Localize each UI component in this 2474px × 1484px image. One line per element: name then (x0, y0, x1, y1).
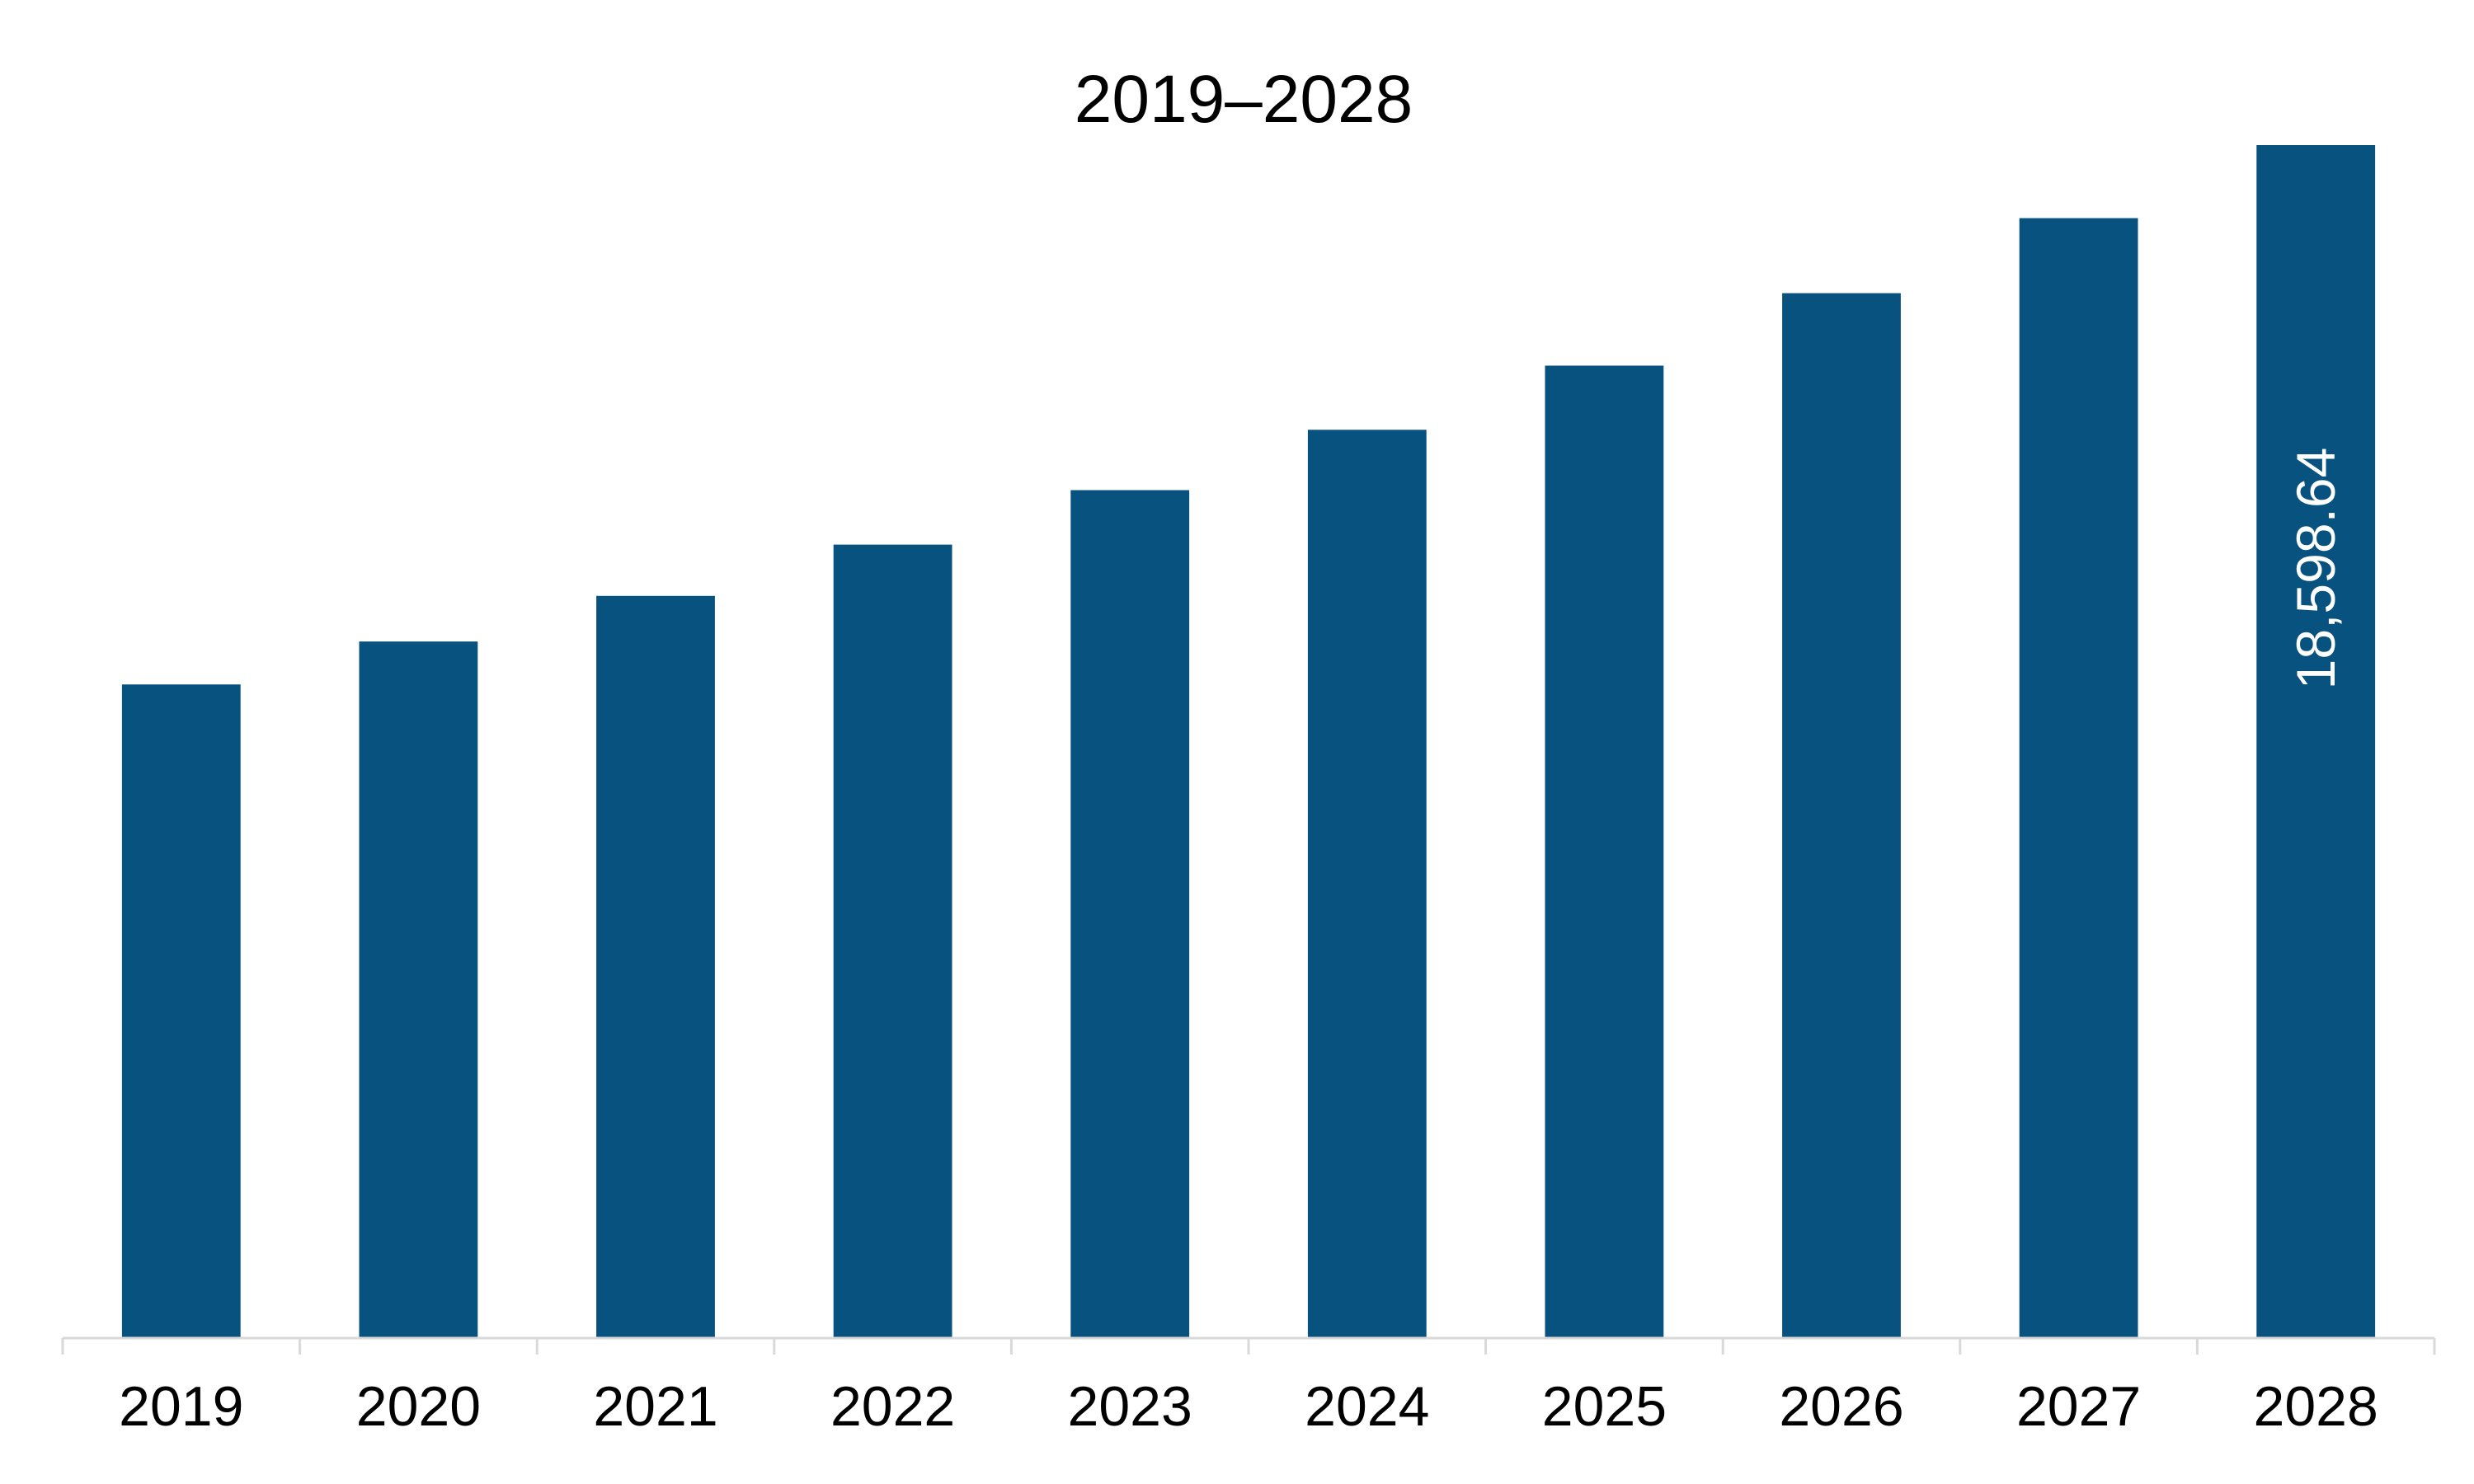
bar-2023 (1070, 490, 1190, 1338)
x-tick-label-2021: 2021 (593, 1375, 717, 1438)
bar-2020 (359, 641, 478, 1338)
bar-2022 (833, 544, 952, 1338)
bar-2028 (2256, 145, 2376, 1338)
x-tick-labels: 2019 2020 2021 2022 2023 2024 2025 2026 2027 2028 (119, 1375, 2378, 1438)
x-tick-label-2024: 2024 (1305, 1375, 1429, 1438)
bar-2019 (121, 684, 241, 1338)
x-tick-label-2028: 2028 (2254, 1375, 2378, 1438)
data-label-2028: 18,598.64 (2285, 448, 2346, 690)
bar-2027 (2019, 218, 2138, 1339)
x-tick-label-2022: 2022 (830, 1375, 955, 1438)
data-labels: 18,598.64 (2285, 448, 2346, 690)
bar-2021 (596, 595, 715, 1338)
bar-2025 (1545, 365, 1664, 1338)
x-tick-label-2027: 2027 (2016, 1375, 2141, 1438)
x-tick-label-2023: 2023 (1068, 1375, 1192, 1438)
x-tick-label-2019: 2019 (119, 1375, 243, 1438)
bar-2026 (1782, 293, 1901, 1339)
bars-group (121, 145, 2376, 1339)
chart-title: 2019–2028 (1075, 62, 1413, 137)
x-axis (61, 1336, 2436, 1355)
x-tick-label-2026: 2026 (1779, 1375, 1903, 1438)
x-tick-label-2020: 2020 (356, 1375, 481, 1438)
x-tick-label-2025: 2025 (1542, 1375, 1667, 1438)
bar-2024 (1307, 430, 1427, 1338)
